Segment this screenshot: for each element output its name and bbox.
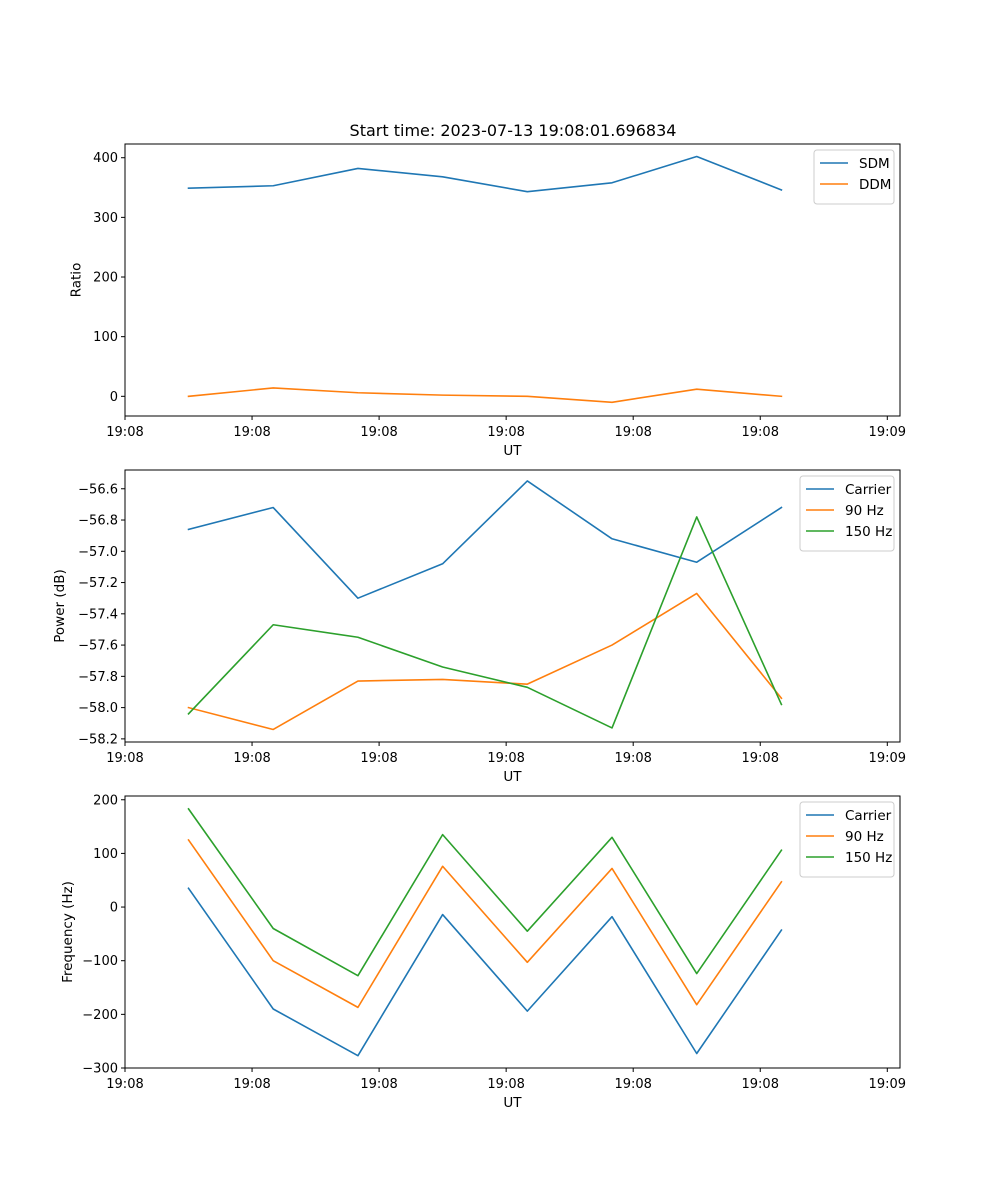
charts-container: 19:08 19:08 19:08 19:08 19:08 19:08 19:09 0 100 2… [52, 143, 906, 1111]
chart-1-x-tick-label: 19:08 [106, 425, 143, 440]
chart-3-x-tick-label: 19:08 [742, 1077, 779, 1092]
chart-2-series-90-hz-line [187, 592, 783, 731]
chart-3-legend-label: Carrier [845, 808, 892, 824]
chart-1-x-tick-label: 19:08 [742, 425, 779, 440]
chart-3-x-tick-label: 19:08 [360, 1077, 397, 1092]
chart-3-y-tick-label: −300 [82, 1062, 118, 1077]
chart-3-legend-label: 150 Hz [845, 850, 892, 866]
chart-3-y-tick-label: 200 [93, 793, 118, 808]
chart-2-y-tick-label: −56.8 [78, 514, 118, 529]
chart-2-y-axis-label: Power (dB) [52, 569, 68, 642]
chart-3-y-tick-label: 100 [93, 847, 118, 862]
chart-3-series-90-hz-line [187, 838, 783, 1009]
chart-3-x-tick-label: 19:09 [869, 1077, 906, 1092]
chart-2-x-tick-label: 19:08 [614, 751, 651, 766]
chart-1-legend: SDM DDM [813, 149, 895, 205]
chart-1-x-tick-label: 19:08 [614, 425, 651, 440]
chart-3-series-150-hz-line [187, 807, 783, 977]
chart-2-series-150-hz-line [187, 516, 783, 729]
chart-1-axes-frame [124, 143, 901, 417]
chart-1-x-axis-label: UT [503, 443, 522, 459]
chart-3-y-tick-label: −100 [82, 954, 118, 969]
chart-2-x-tick-label: 19:09 [869, 751, 906, 766]
chart-3-x-tick-label: 19:08 [233, 1077, 270, 1092]
chart-2-x-tick-label: 19:08 [742, 751, 779, 766]
chart-2-legend-label: 150 Hz [845, 524, 892, 540]
chart-2-x-tick-label: 19:08 [360, 751, 397, 766]
chart-1-legend-label: SDM [859, 156, 890, 172]
chart-2-y-tick-label: −58.2 [78, 732, 118, 747]
chart-2-y-tick-label: −56.6 [78, 482, 118, 497]
chart-1-x-tick-label: 19:09 [869, 425, 906, 440]
chart-1: 19:08 19:08 19:08 19:08 19:08 19:08 19:09 0 100 2… [68, 143, 906, 459]
chart-2-axes-frame [124, 469, 901, 743]
chart-2-y-tick-label: −57.6 [78, 639, 118, 654]
chart-3-x-tick-label: 19:08 [614, 1077, 651, 1092]
chart-2-y-tick-label: −58.0 [78, 701, 118, 716]
chart-2-legend-label: 90 Hz [845, 503, 884, 519]
chart-1-x-tick-label: 19:08 [233, 425, 270, 440]
chart-3-y-tick-label: 0 [110, 901, 118, 916]
chart-1-y-tick-label: 400 [93, 151, 118, 166]
chart-1-x-tick-label: 19:08 [360, 425, 397, 440]
chart-3-y-tick-label: −200 [82, 1008, 118, 1023]
chart-2-x-axis-label: UT [503, 769, 522, 785]
chart-2-y-tick-label: −57.8 [78, 670, 118, 685]
chart-3-series-carrier-line [187, 887, 783, 1057]
chart-2-y-tick-label: −57.4 [78, 607, 118, 622]
chart-2-x-tick-label: 19:08 [106, 751, 143, 766]
chart-2: 19:08 19:08 19:08 19:08 19:08 19:08 19:09 −58.2… [52, 469, 906, 785]
chart-2-legend-box [799, 475, 895, 552]
chart-3-legend-label: 90 Hz [845, 829, 884, 845]
chart-2-legend: Carrier 90 Hz 150 Hz [799, 475, 895, 552]
chart-3-x-tick-label: 19:08 [487, 1077, 524, 1092]
chart-3-y-axis-label: Frequency (Hz) [60, 881, 76, 983]
chart-1-series-sdm-line [187, 155, 783, 193]
chart-2-x-tick-label: 19:08 [233, 751, 270, 766]
chart-2-y-tick-label: −57.0 [78, 545, 118, 560]
chart-1-y-tick-label: 200 [93, 271, 118, 286]
chart-2-y-tick-label: −57.2 [78, 576, 118, 591]
chart-3-x-tick-label: 19:08 [106, 1077, 143, 1092]
chart-1-series-ddm-line [187, 387, 783, 404]
chart-1-y-tick-label: 0 [110, 390, 118, 405]
chart-3-legend: Carrier 90 Hz 150 Hz [799, 801, 895, 878]
chart-1-legend-label: DDM [859, 177, 891, 193]
chart-1-x-tick-label: 19:08 [487, 425, 524, 440]
chart-3: 19:08 19:08 19:08 19:08 19:08 19:08 19:09 −300 −… [60, 793, 906, 1111]
chart-2-x-tick-label: 19:08 [487, 751, 524, 766]
chart-3-x-axis-label: UT [503, 1095, 522, 1111]
chart-1-y-tick-label: 300 [93, 211, 118, 226]
chart-2-series-carrier-line [187, 480, 783, 599]
chart-2-legend-label: Carrier [845, 482, 892, 498]
chart-1-y-axis-label: Ratio [68, 263, 84, 298]
chart-1-y-tick-label: 100 [93, 330, 118, 345]
chart-3-legend-box [799, 801, 895, 878]
chart-3-axes-frame [124, 795, 901, 1069]
figure-title: Start time: 2023-07-13 19:08:01.696834 [350, 121, 677, 140]
